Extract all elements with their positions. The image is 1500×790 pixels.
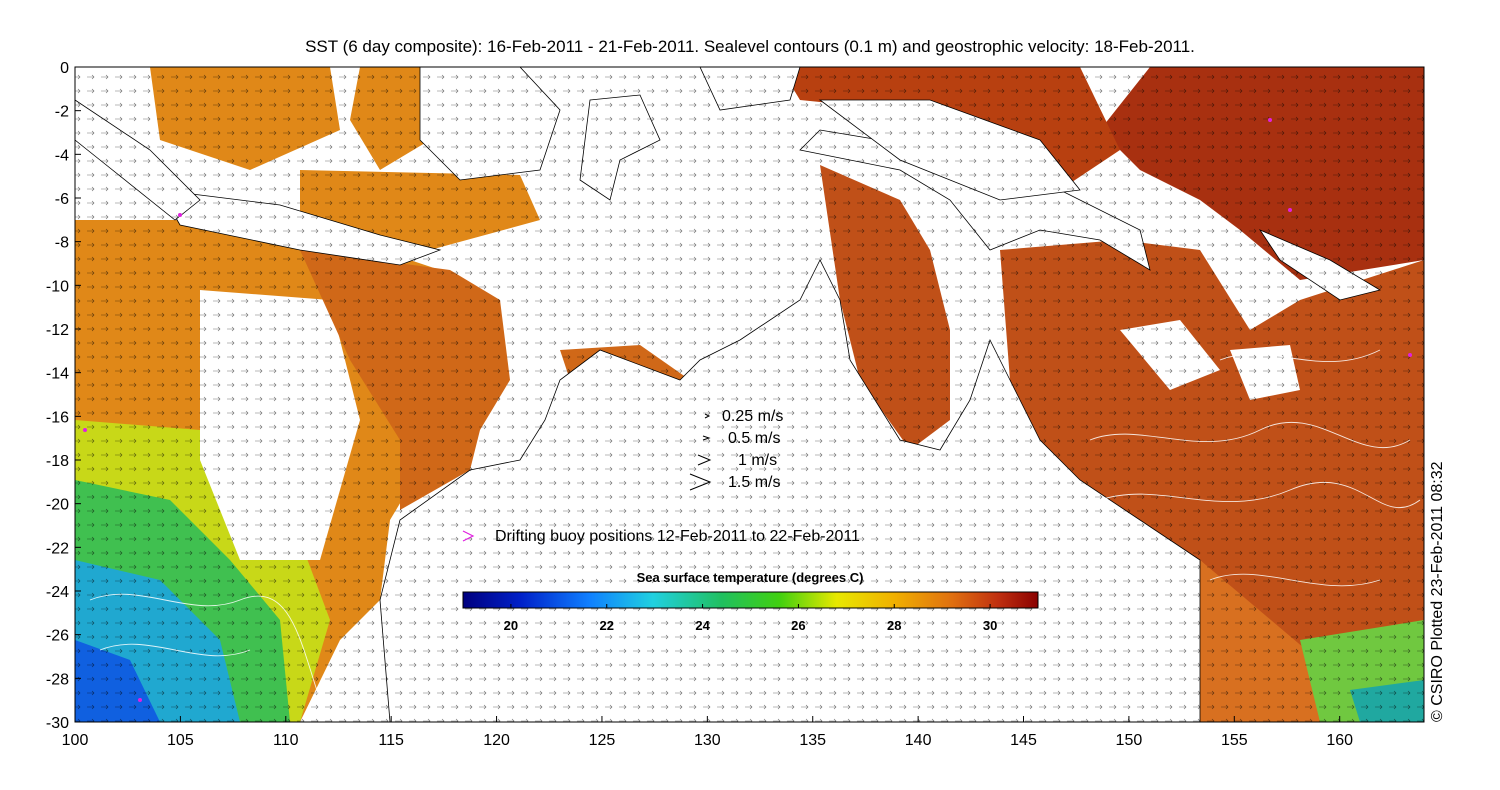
y-tick-label: -12 [46, 322, 69, 339]
x-tick-label: 105 [167, 732, 194, 749]
x-axis: 100 105 110 115 120 125 130 135 140 145 150 155 160 [62, 716, 1353, 749]
velocity-label-1: 0.5 m/s [728, 430, 780, 447]
velocity-label-2: 1 m/s [738, 452, 777, 469]
y-tick-label: -26 [46, 628, 69, 645]
y-tick-label: -18 [46, 453, 69, 470]
y-tick-label: -24 [46, 584, 69, 601]
y-tick-label: -14 [46, 366, 69, 383]
y-tick-label: -8 [55, 235, 69, 252]
x-tick-label: 120 [483, 732, 510, 749]
x-tick-label: 130 [694, 732, 721, 749]
colorbar-tick-label: 20 [504, 618, 518, 633]
velocity-label-3: 1.5 m/s [728, 474, 780, 491]
buoy-tracks [83, 118, 1412, 702]
x-tick-label: 100 [62, 732, 89, 749]
x-tick-label: 135 [799, 732, 826, 749]
x-tick-label: 155 [1221, 732, 1248, 749]
colorbar-tick-label: 26 [791, 618, 805, 633]
map-area [75, 67, 1424, 722]
y-tick-label: 0 [60, 60, 69, 77]
colorbar-tick-label: 22 [600, 618, 614, 633]
y-tick-label: -10 [46, 278, 69, 295]
colorbar-tick-label: 30 [983, 618, 997, 633]
colorbar: Sea surface temperature (degrees C) 20 22… [462, 570, 1039, 633]
x-tick-label: 145 [1010, 732, 1037, 749]
colorbar-tick-label: 28 [887, 618, 901, 633]
x-tick-label: 115 [378, 732, 404, 749]
buoy-legend: Drifting buoy positions 12-Feb-2011 to 2… [462, 528, 860, 545]
y-tick-label: -20 [46, 497, 69, 514]
y-tick-label: -30 [46, 715, 69, 732]
sealevel-contours [89, 349, 1421, 701]
y-tick-label: -2 [55, 104, 69, 121]
colorbar-bar [462, 591, 1039, 609]
x-tick-label: 110 [273, 732, 299, 749]
y-tick-label: -16 [46, 409, 69, 426]
colorbar-tick-label: 24 [695, 618, 710, 633]
x-tick-label: 125 [589, 732, 616, 749]
y-tick-label: -4 [55, 147, 69, 164]
map-frame [74, 66, 1425, 723]
y-tick-label: -28 [46, 671, 69, 688]
velocity-label-0: 0.25 m/s [722, 408, 783, 425]
velocity-legend: 0.25 m/s 0.5 m/s 1 m/s 1.5 m/s [689, 408, 783, 491]
velocity-arrows [75, 67, 1424, 722]
x-tick-label: 150 [1116, 732, 1143, 749]
y-tick-label: -22 [46, 540, 69, 557]
figure-title: SST (6 day composite): 16-Feb-2011 - 21-… [305, 37, 1195, 56]
x-tick-label: 160 [1326, 732, 1353, 749]
credit-text: © CSIRO Plotted 23-Feb-2011 08:32 [1429, 461, 1446, 722]
buoy-legend-label: Drifting buoy positions 12-Feb-2011 to 2… [495, 528, 860, 545]
x-tick-label: 140 [905, 732, 932, 749]
y-axis: 0 -2 -4 -6 -8 -10 -12 -14 -16 -18 -20 -22 -24 -26 -28 -… [46, 60, 81, 732]
y-tick-label: -6 [55, 191, 69, 208]
colorbar-title: Sea surface temperature (degrees C) [637, 570, 864, 585]
buoy-marker-icon [462, 530, 475, 542]
